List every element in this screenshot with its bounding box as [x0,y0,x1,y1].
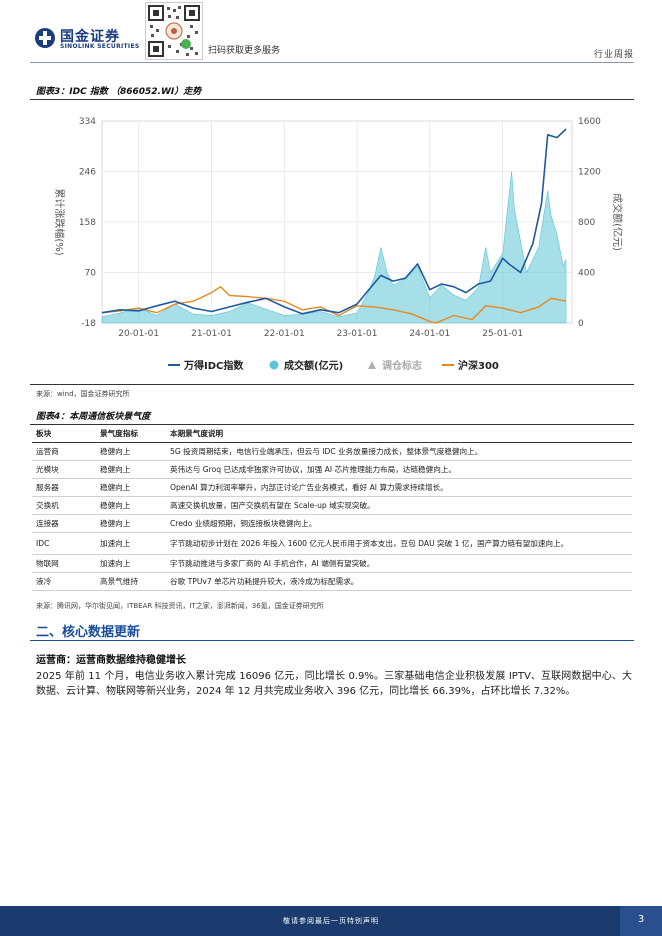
cell-description: 宇节跳动推进与多家厂商的 AI 手机合作，AI 端侧有望突破。 [166,554,632,573]
right-axis-label: 成交额(亿元) [611,193,624,251]
body-paragraph: 2025 年前 11 个月，电信业务收入累计完成 16096 亿元，同比增长 0… [36,671,632,697]
right-tick-label: 800 [578,218,595,228]
cell-sector: 连接器 [32,514,96,533]
left-axis-label: 累计涨跌幅(%) [53,188,66,255]
figure4-title: 图表4：本周通信板块景气度 [36,412,151,422]
cell-indicator: 稳健向上 [96,514,166,533]
volume-area [101,171,567,324]
report-type-tag: 行业周报 [593,50,634,60]
cell-description: Credo 业绩超预期，铜连接板块稳健向上。 [166,514,632,533]
x-tick-label: 21-01-01 [191,329,232,339]
x-tick-label: 20-01-01 [118,329,159,339]
left-tick-label: 246 [79,168,96,178]
cell-indicator: 稳健向上 [96,442,166,461]
cell-indicator: 稳健向上 [96,496,166,515]
table-row: 运营商 稳健向上 5G 投资周期结束，电信行业端承压，但云与 IDC 业务放量接… [32,442,632,461]
logo-english-name: SINOLINK SECURITIES [60,43,140,50]
x-tick-label: 25-01-01 [482,329,523,339]
right-tick-label: 0 [578,319,584,329]
disclaimer-notice: 敬请参阅最后一页特别声明 [283,917,379,925]
page-number-box [620,906,662,936]
header-description: 本期景气度说明 [166,425,632,443]
figure3-source: 来源：wind，国金证券研究所 [36,390,130,398]
header-divider [30,62,634,63]
legend-volume-swatch [269,360,279,370]
cell-description: 谷歌 TPUv7 单芯片功耗提升较大，液冷成为标配需求。 [166,572,632,591]
right-tick-label: 400 [578,269,595,279]
qr-code-icon[interactable] [145,2,203,60]
cell-indicator: 加速向上 [96,554,166,573]
cell-sector: 服务器 [32,478,96,497]
legend-idc-index-label: 万得IDC指数 [183,359,244,372]
legend-rebalance-marker-label: 调仓标志 [382,359,422,372]
cell-sector: 运营商 [32,442,96,461]
section-rule [30,640,634,641]
left-tick-label: -18 [81,319,96,329]
figure3-title-rule [30,99,634,100]
cell-indicator: 高景气维持 [96,572,166,591]
hs300-line [101,286,567,324]
idc-index-line [101,128,567,315]
sinolink-logo-icon [35,28,55,48]
cell-sector: 物联网 [32,554,96,573]
cell-description: OpenAI 算力利润率攀升，内部正讨论广告业务模式，看好 AI 算力需求持续增… [166,478,632,497]
legend-rebalance-marker-swatch [368,361,376,369]
table-row: 交换机 稳健向上 高速交换机放量，国产交换机有望在 Scale-up 域实现突破… [32,496,632,515]
section-title: 二、核心数据更新 [36,625,141,640]
cell-description: 字节跳动初步计划在 2026 年投入 1600 亿元人民币用于资本支出，豆包 D… [166,532,632,555]
table-row: 物联网 加速向上 宇节跳动推进与多家厂商的 AI 手机合作，AI 端侧有望突破。 [32,554,632,573]
left-tick-label: 70 [85,269,97,279]
cell-description: 英伟达与 Groq 已达成非独家许可协议，加强 AI 芯片推理能力布局，达链稳健… [166,460,632,479]
subsection-title: 运营商：运营商数据维持稳健增长 [36,655,186,666]
footer-bar [0,906,662,936]
cell-indicator: 稳健向上 [96,460,166,479]
table-row: 液冷 高景气维持 谷歌 TPUv7 单芯片功耗提升较大，液冷成为标配需求。 [32,572,632,591]
cell-indicator: 加速向上 [96,532,166,555]
idc-index-chart: 累计涨跌幅(%) 成交额(亿元) 334 246 158 70 -18 1600 1200 8… [53,117,624,372]
sentiment-table: 板块 景气度指标 本期景气度说明 运营商 稳健向上 5G 投资周期结束，电信行业… [32,425,632,591]
figure4-title-rule [30,424,634,425]
table-header-row: 板块 景气度指标 本期景气度说明 [32,425,632,443]
cell-description: 高速交换机放量，国产交换机有望在 Scale-up 域实现突破。 [166,496,632,515]
legend-hs300-label: 沪深300 [458,359,499,372]
table-row: 服务器 稳健向上 OpenAI 算力利润率攀升，内部正讨论广告业务模式，看好 A… [32,478,632,497]
table-row: 连接器 稳健向上 Credo 业绩超预期，铜连接板块稳健向上。 [32,514,632,533]
x-tick-label: 22-01-01 [264,329,305,339]
table-row: 光模块 稳健向上 英伟达与 Groq 已达成非独家许可协议，加强 AI 芯片推理… [32,460,632,479]
x-tick-label: 24-01-01 [409,329,450,339]
right-tick-label: 1600 [578,117,601,127]
x-tick-label: 23-01-01 [337,329,378,339]
figure3-title: 图表3：IDC 指数 （866052.WI）走势 [36,87,202,97]
right-tick-label: 1200 [578,168,601,178]
page-number: 3 [637,914,645,925]
cell-sector: 交换机 [32,496,96,515]
logo-chinese-name: 国金证券 [60,29,120,45]
header-indicator: 景气度指标 [96,425,166,443]
legend-volume-label: 成交额(亿元) [284,359,343,372]
header-sector: 板块 [32,425,96,443]
cell-indicator: 稳健向上 [96,478,166,497]
left-tick-label: 158 [79,218,96,228]
cell-description: 5G 投资周期结束，电信行业端承压，但云与 IDC 业务放量接力成长，整体景气度… [166,442,632,461]
figure4-source: 来源：腾讯网，华尔街见闻，ITBEAR 科技资讯，IT之家，澎湃新闻，36氪，国… [36,602,324,610]
table-row: IDC 加速向上 字节跳动初步计划在 2026 年投入 1600 亿元人民币用于… [32,532,632,555]
cell-sector: 液冷 [32,572,96,591]
cell-sector: 光模块 [32,460,96,479]
left-tick-label: 334 [79,117,96,127]
figure3-bottom-rule [30,384,634,385]
cell-sector: IDC [32,532,96,555]
scan-for-service-text: 扫码获取更多服务 [208,46,281,56]
